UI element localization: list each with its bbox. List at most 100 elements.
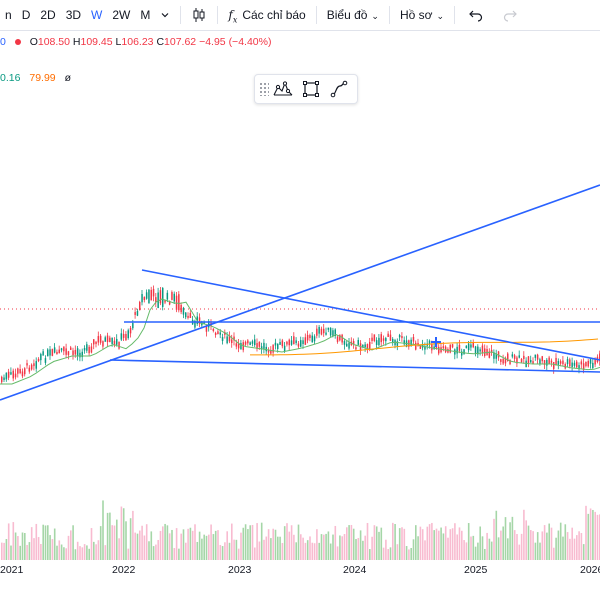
- candles-icon[interactable]: [186, 0, 212, 30]
- volume-bar: [187, 528, 189, 560]
- candle-body: [219, 332, 221, 335]
- candle-body: [578, 365, 580, 370]
- interval-d[interactable]: D: [21, 8, 31, 22]
- redo-icon[interactable]: [498, 0, 522, 30]
- volume-bar: [81, 547, 84, 560]
- candle-body: [63, 346, 65, 352]
- volume-bar: [288, 531, 291, 560]
- candle-body: [208, 321, 210, 328]
- candle-body: [58, 349, 60, 353]
- candle-body: [398, 335, 401, 338]
- volume-bar: [357, 537, 360, 560]
- profile-label: Hồ sơ: [399, 8, 433, 22]
- pattern-icon[interactable]: [269, 75, 297, 103]
- interval-2w[interactable]: 2W: [112, 8, 131, 22]
- volume-bar: [336, 546, 339, 560]
- volume-bar: [116, 519, 118, 560]
- volume-bar: [254, 547, 256, 560]
- candle-body: [511, 354, 514, 357]
- volume-bar: [224, 542, 226, 560]
- volume-bar: [198, 531, 201, 560]
- candle-body: [449, 344, 451, 353]
- candle-body: [14, 373, 17, 378]
- indicators-button[interactable]: fx Các chỉ báo: [223, 0, 310, 30]
- volume-bar: [42, 524, 44, 560]
- path-icon[interactable]: [325, 75, 353, 103]
- volume-bar: [435, 528, 438, 560]
- volume-bar: [543, 525, 546, 560]
- candle-body: [362, 344, 364, 348]
- candle-body: [118, 341, 120, 349]
- volume-bar: [102, 500, 104, 560]
- candle-body: [237, 343, 240, 349]
- interval-n[interactable]: n: [5, 8, 12, 22]
- candle-body: [566, 359, 569, 365]
- volume-bar: [470, 536, 472, 560]
- candle-body: [132, 323, 134, 329]
- volume-bar: [461, 530, 463, 560]
- volume-bar: [566, 532, 569, 560]
- volume-bar: [318, 542, 320, 560]
- profile-button[interactable]: Hồ sơ ⌄: [395, 0, 449, 30]
- candle-body: [559, 361, 562, 364]
- volume-bar: [7, 523, 10, 560]
- candle-body: [136, 310, 139, 316]
- candle-body: [125, 333, 127, 341]
- volume-bar: [392, 522, 394, 560]
- volume-bar: [226, 531, 228, 560]
- candle-body: [424, 347, 426, 350]
- ma-legend: 0.16 79.99 ø: [0, 72, 71, 84]
- volume-bar: [60, 544, 63, 560]
- chevron-down-icon: ⌄: [371, 11, 379, 21]
- volume-bar: [410, 547, 412, 560]
- volume-bar: [260, 522, 263, 560]
- candle-body: [472, 342, 474, 348]
- candle-body: [189, 312, 192, 318]
- candle-body: [281, 340, 284, 347]
- volume-bar: [382, 547, 385, 560]
- candle-body: [97, 336, 100, 343]
- volume-bar: [458, 527, 461, 560]
- candle-body: [417, 342, 419, 346]
- candle-body: [458, 344, 461, 351]
- candle-body: [70, 347, 72, 350]
- candle-body: [93, 339, 95, 345]
- chart-menu-button[interactable]: Biểu đồ ⌄: [322, 0, 384, 30]
- candle-body: [293, 336, 295, 345]
- interval-2d[interactable]: 2D: [40, 8, 56, 22]
- volume-bar: [143, 535, 146, 560]
- volume-bar: [394, 524, 396, 560]
- candle-body: [488, 351, 491, 358]
- interval-3d[interactable]: 3D: [65, 8, 82, 22]
- volume-bar: [339, 535, 341, 560]
- interval-m[interactable]: M: [140, 8, 151, 22]
- candle-body: [592, 362, 594, 368]
- interval-w[interactable]: W: [91, 8, 103, 22]
- time-axis[interactable]: 2021 2022 2023 2024 2025 2026: [0, 560, 600, 600]
- candle-body: [30, 364, 33, 370]
- volume-bar: [350, 524, 353, 560]
- candle-body: [300, 340, 302, 347]
- candle-body: [444, 346, 447, 353]
- chevron-down-icon[interactable]: [155, 0, 175, 30]
- candle-body: [304, 337, 307, 345]
- volume-bar: [281, 543, 284, 560]
- candle-body: [534, 354, 537, 358]
- candle-body: [44, 358, 47, 363]
- volume-bar: [28, 542, 31, 560]
- candle-body: [233, 336, 235, 341]
- candle-body: [164, 300, 166, 303]
- drag-handle-icon[interactable]: [259, 82, 269, 96]
- volume-bar: [286, 523, 288, 560]
- volume-bar: [44, 525, 47, 560]
- candle-body: [309, 335, 311, 339]
- candle-body: [523, 355, 525, 359]
- volume-bar: [571, 527, 573, 560]
- candle-body: [415, 342, 417, 350]
- volume-bar: [93, 541, 95, 560]
- rectangle-icon[interactable]: [297, 75, 325, 103]
- volume-bar: [118, 538, 120, 560]
- undo-icon[interactable]: [464, 0, 488, 30]
- trendline-descending: [141, 269, 600, 361]
